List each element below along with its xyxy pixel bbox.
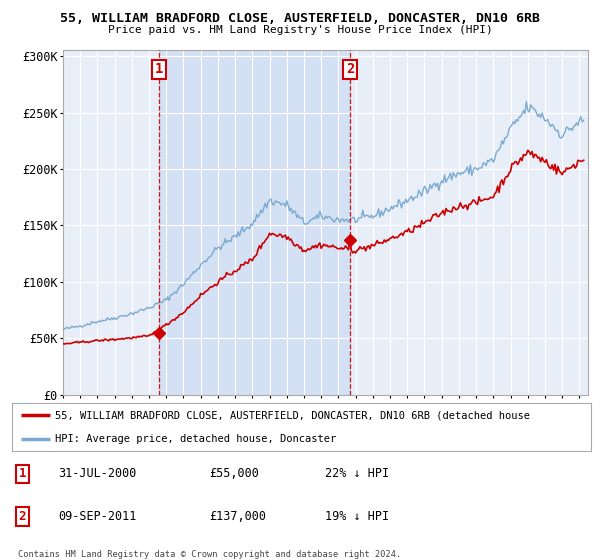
- Text: 09-SEP-2011: 09-SEP-2011: [58, 510, 137, 523]
- Text: 55, WILLIAM BRADFORD CLOSE, AUSTERFIELD, DONCASTER, DN10 6RB (detached house: 55, WILLIAM BRADFORD CLOSE, AUSTERFIELD,…: [55, 410, 530, 420]
- Text: HPI: Average price, detached house, Doncaster: HPI: Average price, detached house, Donc…: [55, 434, 337, 444]
- Text: 22% ↓ HPI: 22% ↓ HPI: [325, 468, 389, 480]
- Text: 1: 1: [155, 63, 163, 77]
- Text: Price paid vs. HM Land Registry's House Price Index (HPI): Price paid vs. HM Land Registry's House …: [107, 25, 493, 35]
- Text: 31-JUL-2000: 31-JUL-2000: [58, 468, 137, 480]
- Text: 2: 2: [346, 63, 355, 77]
- Text: 1: 1: [19, 468, 26, 480]
- Text: 2: 2: [19, 510, 26, 523]
- Text: 19% ↓ HPI: 19% ↓ HPI: [325, 510, 389, 523]
- Text: £137,000: £137,000: [209, 510, 266, 523]
- Bar: [159, 50, 350, 395]
- Text: £55,000: £55,000: [209, 468, 259, 480]
- Text: 55, WILLIAM BRADFORD CLOSE, AUSTERFIELD, DONCASTER, DN10 6RB: 55, WILLIAM BRADFORD CLOSE, AUSTERFIELD,…: [60, 12, 540, 25]
- Text: Contains HM Land Registry data © Crown copyright and database right 2024.
This d: Contains HM Land Registry data © Crown c…: [18, 550, 401, 560]
